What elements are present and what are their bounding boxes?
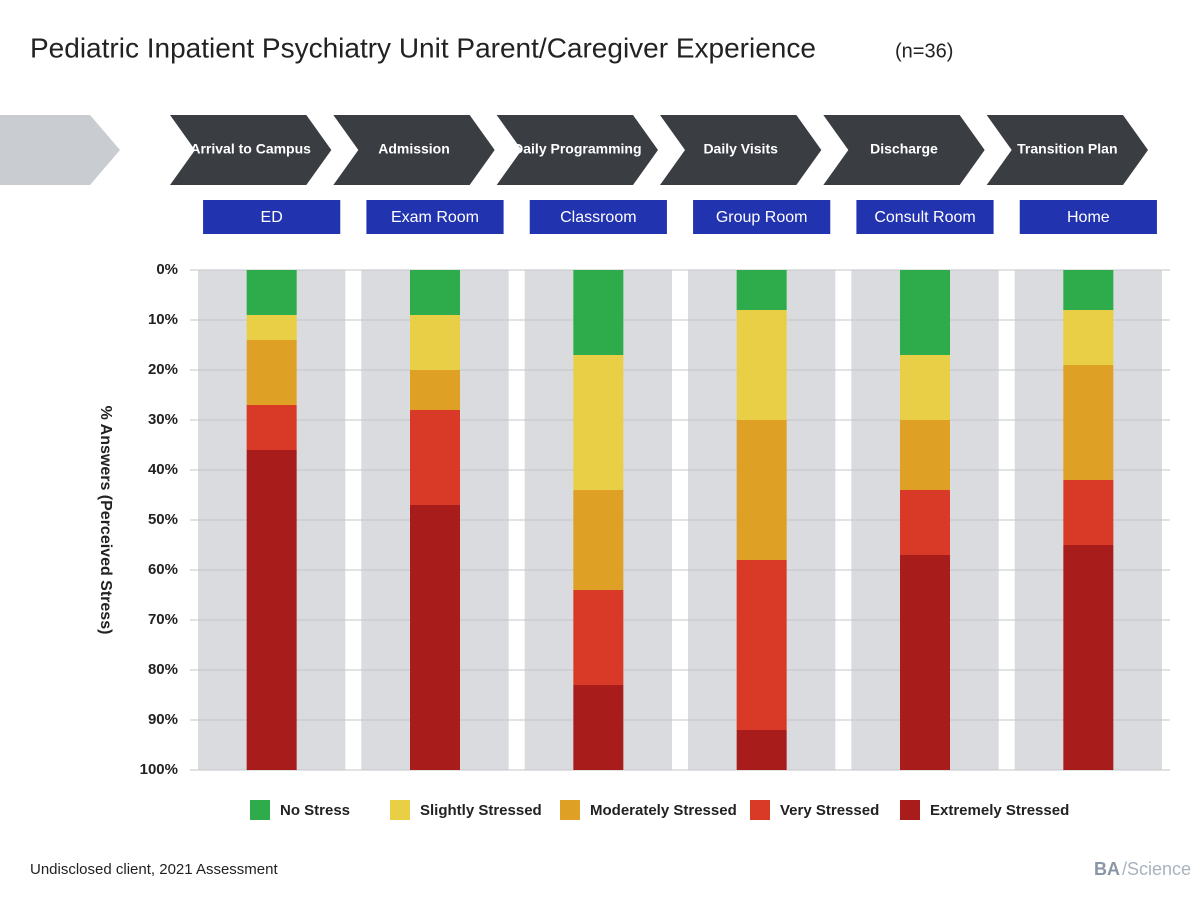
bar-segment bbox=[1063, 270, 1114, 310]
stage-chevron bbox=[170, 115, 332, 185]
bar-segment bbox=[736, 420, 787, 560]
bar-segment bbox=[1063, 365, 1114, 480]
x-tick-label: Exam Room bbox=[391, 209, 479, 226]
bar-segment bbox=[246, 450, 297, 770]
bar-segment bbox=[736, 310, 787, 420]
bar-segment bbox=[900, 490, 950, 555]
bar-segment bbox=[573, 685, 624, 770]
bar-segment bbox=[246, 270, 297, 315]
stage-chevron bbox=[660, 115, 822, 185]
legend-label: Very Stressed bbox=[780, 802, 879, 819]
bar-segment bbox=[900, 420, 950, 490]
y-tick-label: 10% bbox=[148, 311, 178, 328]
chart-subtitle: (n=36) bbox=[895, 40, 953, 62]
legend-swatch bbox=[250, 800, 270, 820]
category-box bbox=[203, 200, 341, 234]
y-tick-label: 0% bbox=[156, 261, 178, 278]
y-tick-label: 40% bbox=[148, 461, 178, 478]
bar-segment bbox=[1063, 480, 1114, 545]
bar-segment bbox=[573, 270, 624, 355]
category-box bbox=[1019, 200, 1157, 234]
bar-segment bbox=[410, 270, 460, 315]
stage-label: Transition Plan bbox=[1017, 141, 1117, 157]
stage-label: Admission bbox=[378, 141, 450, 157]
category-box bbox=[366, 200, 504, 234]
bar-segment bbox=[573, 590, 624, 685]
legend-swatch bbox=[750, 800, 770, 820]
legend-label: Slightly Stressed bbox=[420, 802, 542, 819]
logo-rest: /Science bbox=[1122, 859, 1191, 879]
x-tick-label: Group Room bbox=[716, 209, 808, 226]
legend-label: Moderately Stressed bbox=[590, 802, 737, 819]
y-tick-label: 90% bbox=[148, 711, 178, 728]
y-axis-label: % Answers (Perceived Stress) bbox=[97, 406, 114, 635]
bar-segment bbox=[410, 505, 460, 770]
y-tick-label: 70% bbox=[148, 611, 178, 628]
bar-segment bbox=[410, 370, 460, 410]
legend-label: No Stress bbox=[280, 802, 350, 819]
y-tick-label: 30% bbox=[148, 411, 178, 428]
y-tick-label: 80% bbox=[148, 661, 178, 678]
stage-chevron bbox=[496, 115, 658, 185]
bar-segment bbox=[246, 405, 297, 450]
bar-segment bbox=[246, 315, 297, 340]
bar-segment bbox=[246, 340, 297, 405]
category-box bbox=[693, 200, 831, 234]
legend-swatch bbox=[560, 800, 580, 820]
bar-segment bbox=[900, 555, 950, 770]
chart-title: Pediatric Inpatient Psychiatry Unit Pare… bbox=[30, 32, 816, 63]
legend-swatch bbox=[900, 800, 920, 820]
stage-label: Daily Programming bbox=[513, 141, 641, 157]
footnote: Undisclosed client, 2021 Assessment bbox=[30, 861, 278, 878]
logo-bold: BA bbox=[1094, 859, 1120, 879]
y-tick-label: 50% bbox=[148, 511, 178, 528]
bar-segment bbox=[900, 355, 950, 420]
legend-swatch bbox=[390, 800, 410, 820]
banner-lead bbox=[0, 115, 120, 185]
stage-label: Arrival to Campus bbox=[190, 141, 311, 157]
category-box bbox=[856, 200, 994, 234]
stage-chevron bbox=[823, 115, 985, 185]
bar-segment bbox=[410, 410, 460, 505]
bar-segment bbox=[573, 490, 624, 590]
bar-segment bbox=[736, 270, 787, 310]
bar-segment bbox=[1063, 545, 1114, 770]
legend-label: Extremely Stressed bbox=[930, 802, 1069, 819]
stage-label: Daily Visits bbox=[703, 141, 778, 157]
stage-label: Discharge bbox=[870, 141, 938, 157]
category-box bbox=[529, 200, 667, 234]
bar-segment bbox=[1063, 310, 1114, 365]
y-tick-label: 60% bbox=[148, 561, 178, 578]
x-tick-label: Classroom bbox=[560, 209, 636, 226]
bar-segment bbox=[573, 355, 624, 490]
bar-segment bbox=[410, 315, 460, 370]
x-tick-label: ED bbox=[261, 209, 283, 226]
x-tick-label: Consult Room bbox=[874, 209, 975, 226]
bar-segment bbox=[900, 270, 950, 355]
stage-chevron bbox=[333, 115, 495, 185]
y-tick-label: 20% bbox=[148, 361, 178, 378]
x-tick-label: Home bbox=[1067, 209, 1110, 226]
stage-chevron bbox=[986, 115, 1148, 185]
y-tick-label: 100% bbox=[140, 761, 178, 778]
bar-segment bbox=[736, 560, 787, 730]
bar-segment bbox=[736, 730, 787, 770]
